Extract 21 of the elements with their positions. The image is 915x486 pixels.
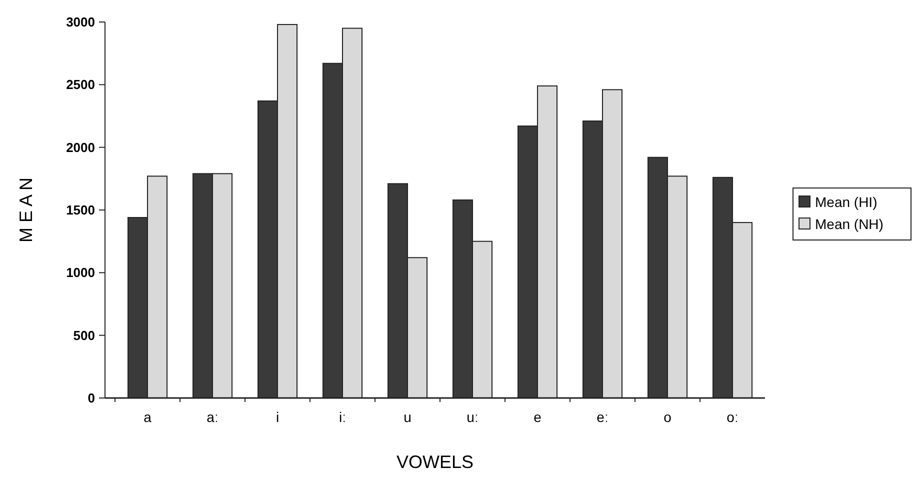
y-tick-label: 2000 (66, 140, 95, 155)
x-tick-label: eː (596, 409, 608, 425)
x-tick-label: oː (726, 409, 738, 425)
y-tick-label: 2500 (66, 77, 95, 92)
legend-label: Mean (NH) (815, 216, 884, 232)
x-tick-label: i (276, 409, 280, 425)
x-tick-label: a (144, 409, 152, 425)
y-tick-label: 3000 (66, 14, 95, 30)
x-tick-label: uː (466, 409, 478, 425)
x-tick-label: u (404, 409, 412, 425)
y-tick-label: 1500 (66, 202, 95, 218)
x-tick-label: aː (206, 409, 218, 425)
legend-label: Mean (HI) (815, 194, 878, 210)
y-tick-label: 1000 (66, 265, 95, 280)
y-tick-label: 0 (88, 390, 95, 406)
x-tick-label: iː (339, 409, 346, 425)
y-axis-title: M E A N (16, 177, 36, 243)
x-tick-label: o (664, 409, 672, 425)
y-tick-label: 500 (73, 328, 95, 343)
x-tick-label: e (534, 409, 542, 425)
x-axis-title: VOWELS (396, 452, 474, 472)
